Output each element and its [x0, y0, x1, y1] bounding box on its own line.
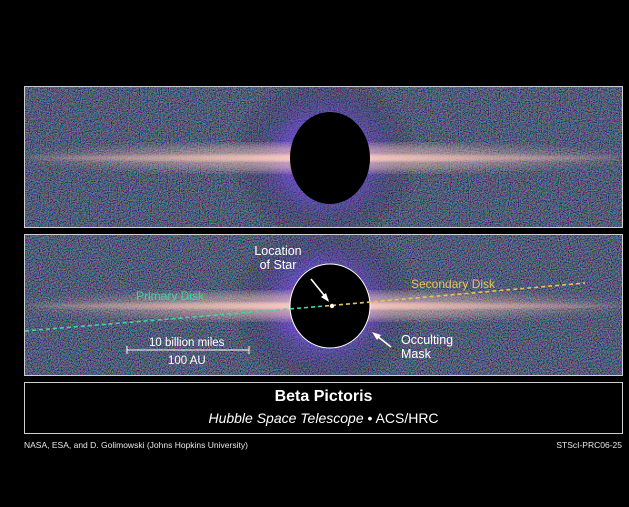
top-disk-graphic	[25, 87, 623, 228]
credit-left: NASA, ESA, and D. Golimowski (Johns Hopk…	[24, 440, 248, 450]
caption-box: Beta Pictoris Hubble Space Telescope • A…	[24, 382, 623, 434]
star-label-line2: of Star	[248, 258, 308, 272]
instrument-name: ACS/HRC	[376, 410, 439, 426]
scale-miles-label: 10 billion miles	[149, 336, 224, 350]
scale-au-label: 100 AU	[168, 354, 206, 368]
occulting-mask-label: Occulting Mask	[401, 333, 453, 361]
occulting-mask-top	[290, 112, 370, 204]
star-location-label: Location of Star	[248, 244, 308, 272]
image-title: Beta Pictoris	[25, 388, 622, 406]
star-dot	[330, 304, 334, 308]
primary-disk-label: Primary Disk	[136, 289, 204, 303]
bottom-disk-image: Primary Disk Secondary Disk Location of …	[24, 234, 623, 376]
credit-right: STScI-PRC06-25	[556, 440, 622, 450]
mask-label-line1: Occulting	[401, 333, 453, 347]
subtitle-separator: •	[364, 410, 376, 426]
secondary-disk-label: Secondary Disk	[411, 277, 495, 291]
image-subtitle: Hubble Space Telescope • ACS/HRC	[25, 410, 622, 426]
top-disk-image	[24, 86, 623, 228]
bottom-disk-graphic	[25, 235, 623, 376]
mask-label-line2: Mask	[401, 347, 453, 361]
star-label-line1: Location	[248, 244, 308, 258]
telescope-name: Hubble Space Telescope	[208, 410, 363, 426]
